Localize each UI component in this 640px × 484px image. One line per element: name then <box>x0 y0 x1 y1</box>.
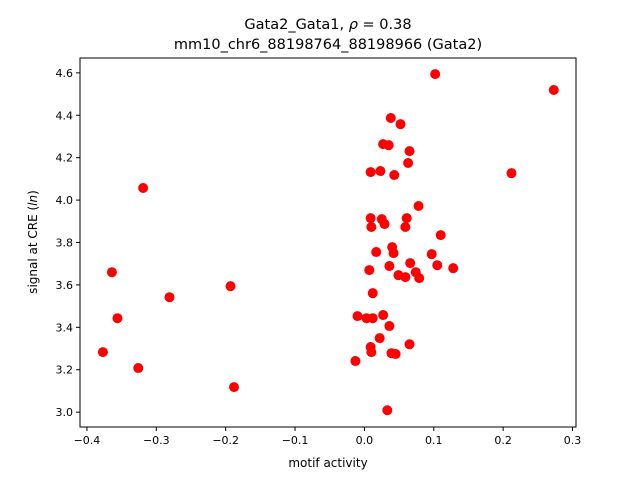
data-point <box>97 347 108 358</box>
data-point <box>366 347 377 358</box>
data-point <box>382 405 393 416</box>
y-tick-label: 4.6 <box>56 67 74 80</box>
x-tick-label: −0.2 <box>212 434 239 447</box>
data-point <box>426 249 437 260</box>
y-tick-label: 4.0 <box>56 194 74 207</box>
data-point <box>133 363 144 374</box>
data-point <box>432 260 443 271</box>
data-point <box>367 288 378 299</box>
x-tick-label: −0.1 <box>282 434 309 447</box>
data-point <box>403 157 414 168</box>
data-point <box>448 263 459 274</box>
x-axis: −0.4 −0.3 −0.2 −0.1 0.0 0.1 0.2 0.3 <box>74 427 582 447</box>
y-tick-label: 3.0 <box>56 406 74 419</box>
data-point <box>405 258 416 269</box>
data-point <box>388 248 399 259</box>
y-tick-label: 4.2 <box>56 152 74 165</box>
data-point <box>378 310 389 321</box>
data-point <box>414 273 425 284</box>
data-point <box>367 313 378 324</box>
data-point <box>404 146 415 157</box>
data-point <box>225 281 236 292</box>
x-tick-label: −0.4 <box>74 434 101 447</box>
data-point <box>379 219 390 230</box>
y-tick-label: 3.8 <box>56 237 74 250</box>
data-point <box>384 321 395 332</box>
data-point <box>400 272 411 283</box>
data-point <box>112 313 123 324</box>
data-point <box>352 311 363 322</box>
data-point <box>401 213 412 224</box>
y-tick-label: 4.4 <box>56 109 74 122</box>
data-point <box>400 222 411 233</box>
data-point <box>384 261 395 272</box>
data-point <box>385 113 396 124</box>
data-point <box>506 168 517 179</box>
data-point <box>383 140 394 151</box>
data-point <box>229 382 240 393</box>
data-point <box>430 69 441 80</box>
data-point <box>390 349 401 360</box>
x-tick-label: −0.3 <box>143 434 170 447</box>
chart-title: Gata2_Gata1, ρ = 0.38 <box>244 17 411 33</box>
data-point <box>365 213 376 224</box>
x-axis-label: motif activity <box>288 456 367 470</box>
y-axis-label: signal at CRE (ln) <box>26 190 40 294</box>
x-tick-label: 0.0 <box>356 434 374 447</box>
data-point <box>435 230 446 241</box>
data-point <box>365 167 376 178</box>
data-point <box>364 265 375 276</box>
data-point <box>389 170 400 181</box>
data-point <box>404 339 415 350</box>
data-point <box>375 166 386 177</box>
data-point <box>413 201 424 212</box>
data-point <box>548 85 559 96</box>
data-point <box>350 356 361 367</box>
data-point <box>164 292 175 303</box>
y-tick-label: 3.6 <box>56 279 74 292</box>
data-point <box>138 182 149 193</box>
x-tick-label: 0.3 <box>564 434 582 447</box>
data-point <box>106 267 117 278</box>
data-point <box>395 119 406 130</box>
points-layer <box>97 69 559 416</box>
x-tick-label: 0.2 <box>494 434 512 447</box>
plot-frame <box>79 57 577 428</box>
y-tick-label: 3.2 <box>56 364 74 377</box>
y-axis: 3.0 3.2 3.4 3.6 3.8 4.0 4.2 4.4 4.6 <box>56 67 80 419</box>
data-point <box>374 333 385 344</box>
x-tick-label: 0.1 <box>425 434 443 447</box>
y-tick-label: 3.4 <box>56 321 74 334</box>
chart-subtitle: mm10_chr6_88198764_88198966 (Gata2) <box>174 37 482 53</box>
data-point <box>371 247 382 258</box>
data-point <box>366 222 377 233</box>
